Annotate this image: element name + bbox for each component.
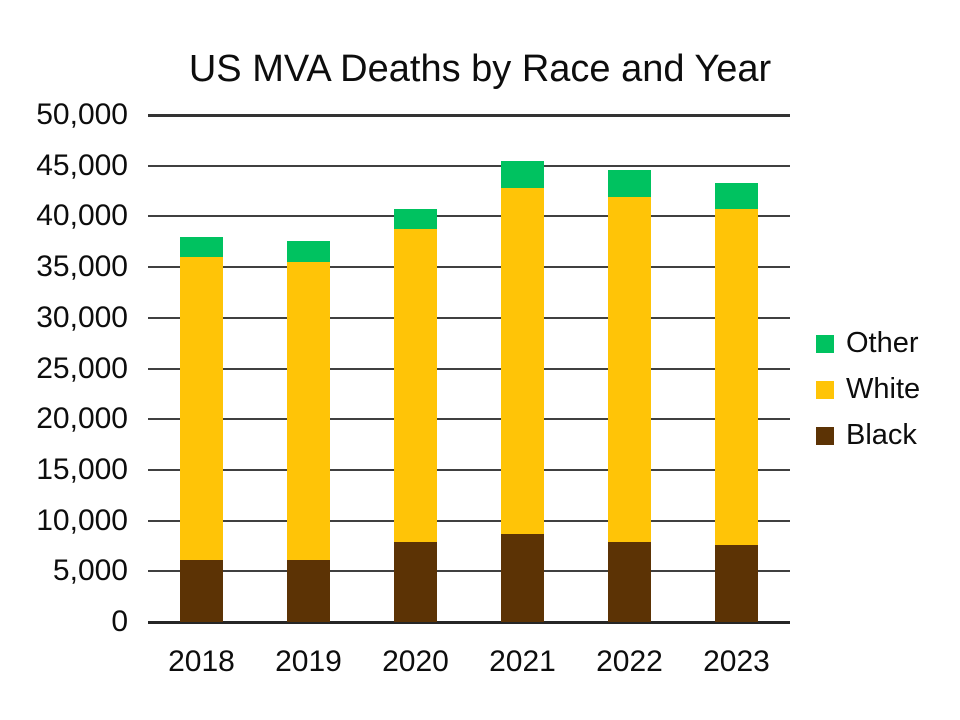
y-tick-label: 15,000 xyxy=(36,452,128,486)
bar-segment-2019-black xyxy=(287,560,330,622)
legend-swatch-black xyxy=(816,426,834,445)
bar-segment-2020-white xyxy=(394,229,437,542)
legend-item-white: White xyxy=(816,375,920,404)
gridline xyxy=(148,316,790,319)
y-tick-label: 25,000 xyxy=(36,351,128,385)
y-tick-label: 35,000 xyxy=(36,250,128,284)
bar-segment-2023-other xyxy=(715,182,758,210)
y-tick-label: 40,000 xyxy=(36,199,128,233)
bar-column-2020 xyxy=(362,115,469,622)
gridline xyxy=(148,570,790,573)
bar-segment-2023-white xyxy=(715,209,758,545)
bar-segment-2021-other xyxy=(501,161,544,189)
stacked-bar-2021 xyxy=(501,115,544,622)
bar-segment-2022-black xyxy=(608,541,651,622)
gridline xyxy=(148,164,790,167)
stacked-bar-2020 xyxy=(394,115,437,622)
stacked-bar-2022 xyxy=(608,115,651,622)
bar-segment-2018-other xyxy=(180,236,223,257)
bar-segment-2019-other xyxy=(287,240,330,263)
x-tick-label-2021: 2021 xyxy=(489,645,556,678)
y-tick-label: 5,000 xyxy=(52,554,128,588)
bar-column-2023 xyxy=(683,115,790,622)
bar-segment-2018-black xyxy=(180,560,223,622)
stacked-bar-2019 xyxy=(287,115,330,622)
y-tick-label: 30,000 xyxy=(36,300,128,334)
x-tick-label-2019: 2019 xyxy=(275,645,342,678)
legend-label-other: Other xyxy=(846,327,919,359)
plot-columns xyxy=(148,115,790,622)
bar-segment-2020-black xyxy=(394,541,437,622)
gridline xyxy=(148,367,790,370)
x-axis-labels: 2018 2019 2020 2021 2022 2023 xyxy=(148,644,790,680)
gridline xyxy=(148,114,790,117)
bar-column-2018 xyxy=(148,115,255,622)
bar-column-2021 xyxy=(469,115,576,622)
gridline xyxy=(148,621,790,624)
chart-title: US MVA Deaths by Race and Year xyxy=(188,48,772,90)
bar-segment-2019-white xyxy=(287,262,330,561)
legend-swatch-other xyxy=(816,334,834,353)
x-tick-label-2023: 2023 xyxy=(703,645,770,678)
gridline xyxy=(148,468,790,471)
gridline xyxy=(148,418,790,421)
legend-swatch-white xyxy=(816,380,834,399)
bar-segment-2022-white xyxy=(608,197,651,542)
x-tick-label-2022: 2022 xyxy=(596,645,663,678)
bar-column-2022 xyxy=(576,115,683,622)
y-tick-label: 50,000 xyxy=(36,98,128,131)
gridline xyxy=(148,519,790,522)
y-tick-label: 10,000 xyxy=(36,503,128,537)
legend-item-other: Other xyxy=(816,329,920,358)
bar-segment-2022-other xyxy=(608,170,651,198)
legend-label-white: White xyxy=(846,373,921,405)
bar-segment-2018-white xyxy=(180,256,223,561)
bar-segment-2021-white xyxy=(501,188,544,534)
gridline xyxy=(148,215,790,218)
bar-segment-2021-black xyxy=(501,533,544,622)
stacked-bar-2018 xyxy=(180,115,223,622)
y-tick-label: 45,000 xyxy=(36,148,128,182)
bar-column-2019 xyxy=(255,115,362,622)
legend-item-black: Black xyxy=(816,421,920,450)
legend: Other White Black xyxy=(816,329,920,472)
bar-segment-2020-other xyxy=(394,208,437,230)
x-tick-label-2018: 2018 xyxy=(168,645,235,678)
y-tick-label: 0 xyxy=(111,605,128,638)
plot-area xyxy=(148,114,790,624)
y-tick-label: 20,000 xyxy=(36,402,128,436)
x-tick-label-2020: 2020 xyxy=(382,645,449,678)
stacked-bar-2023 xyxy=(715,115,758,622)
gridline xyxy=(148,266,790,269)
bar-segment-2023-black xyxy=(715,544,758,622)
legend-label-black: Black xyxy=(846,419,917,451)
